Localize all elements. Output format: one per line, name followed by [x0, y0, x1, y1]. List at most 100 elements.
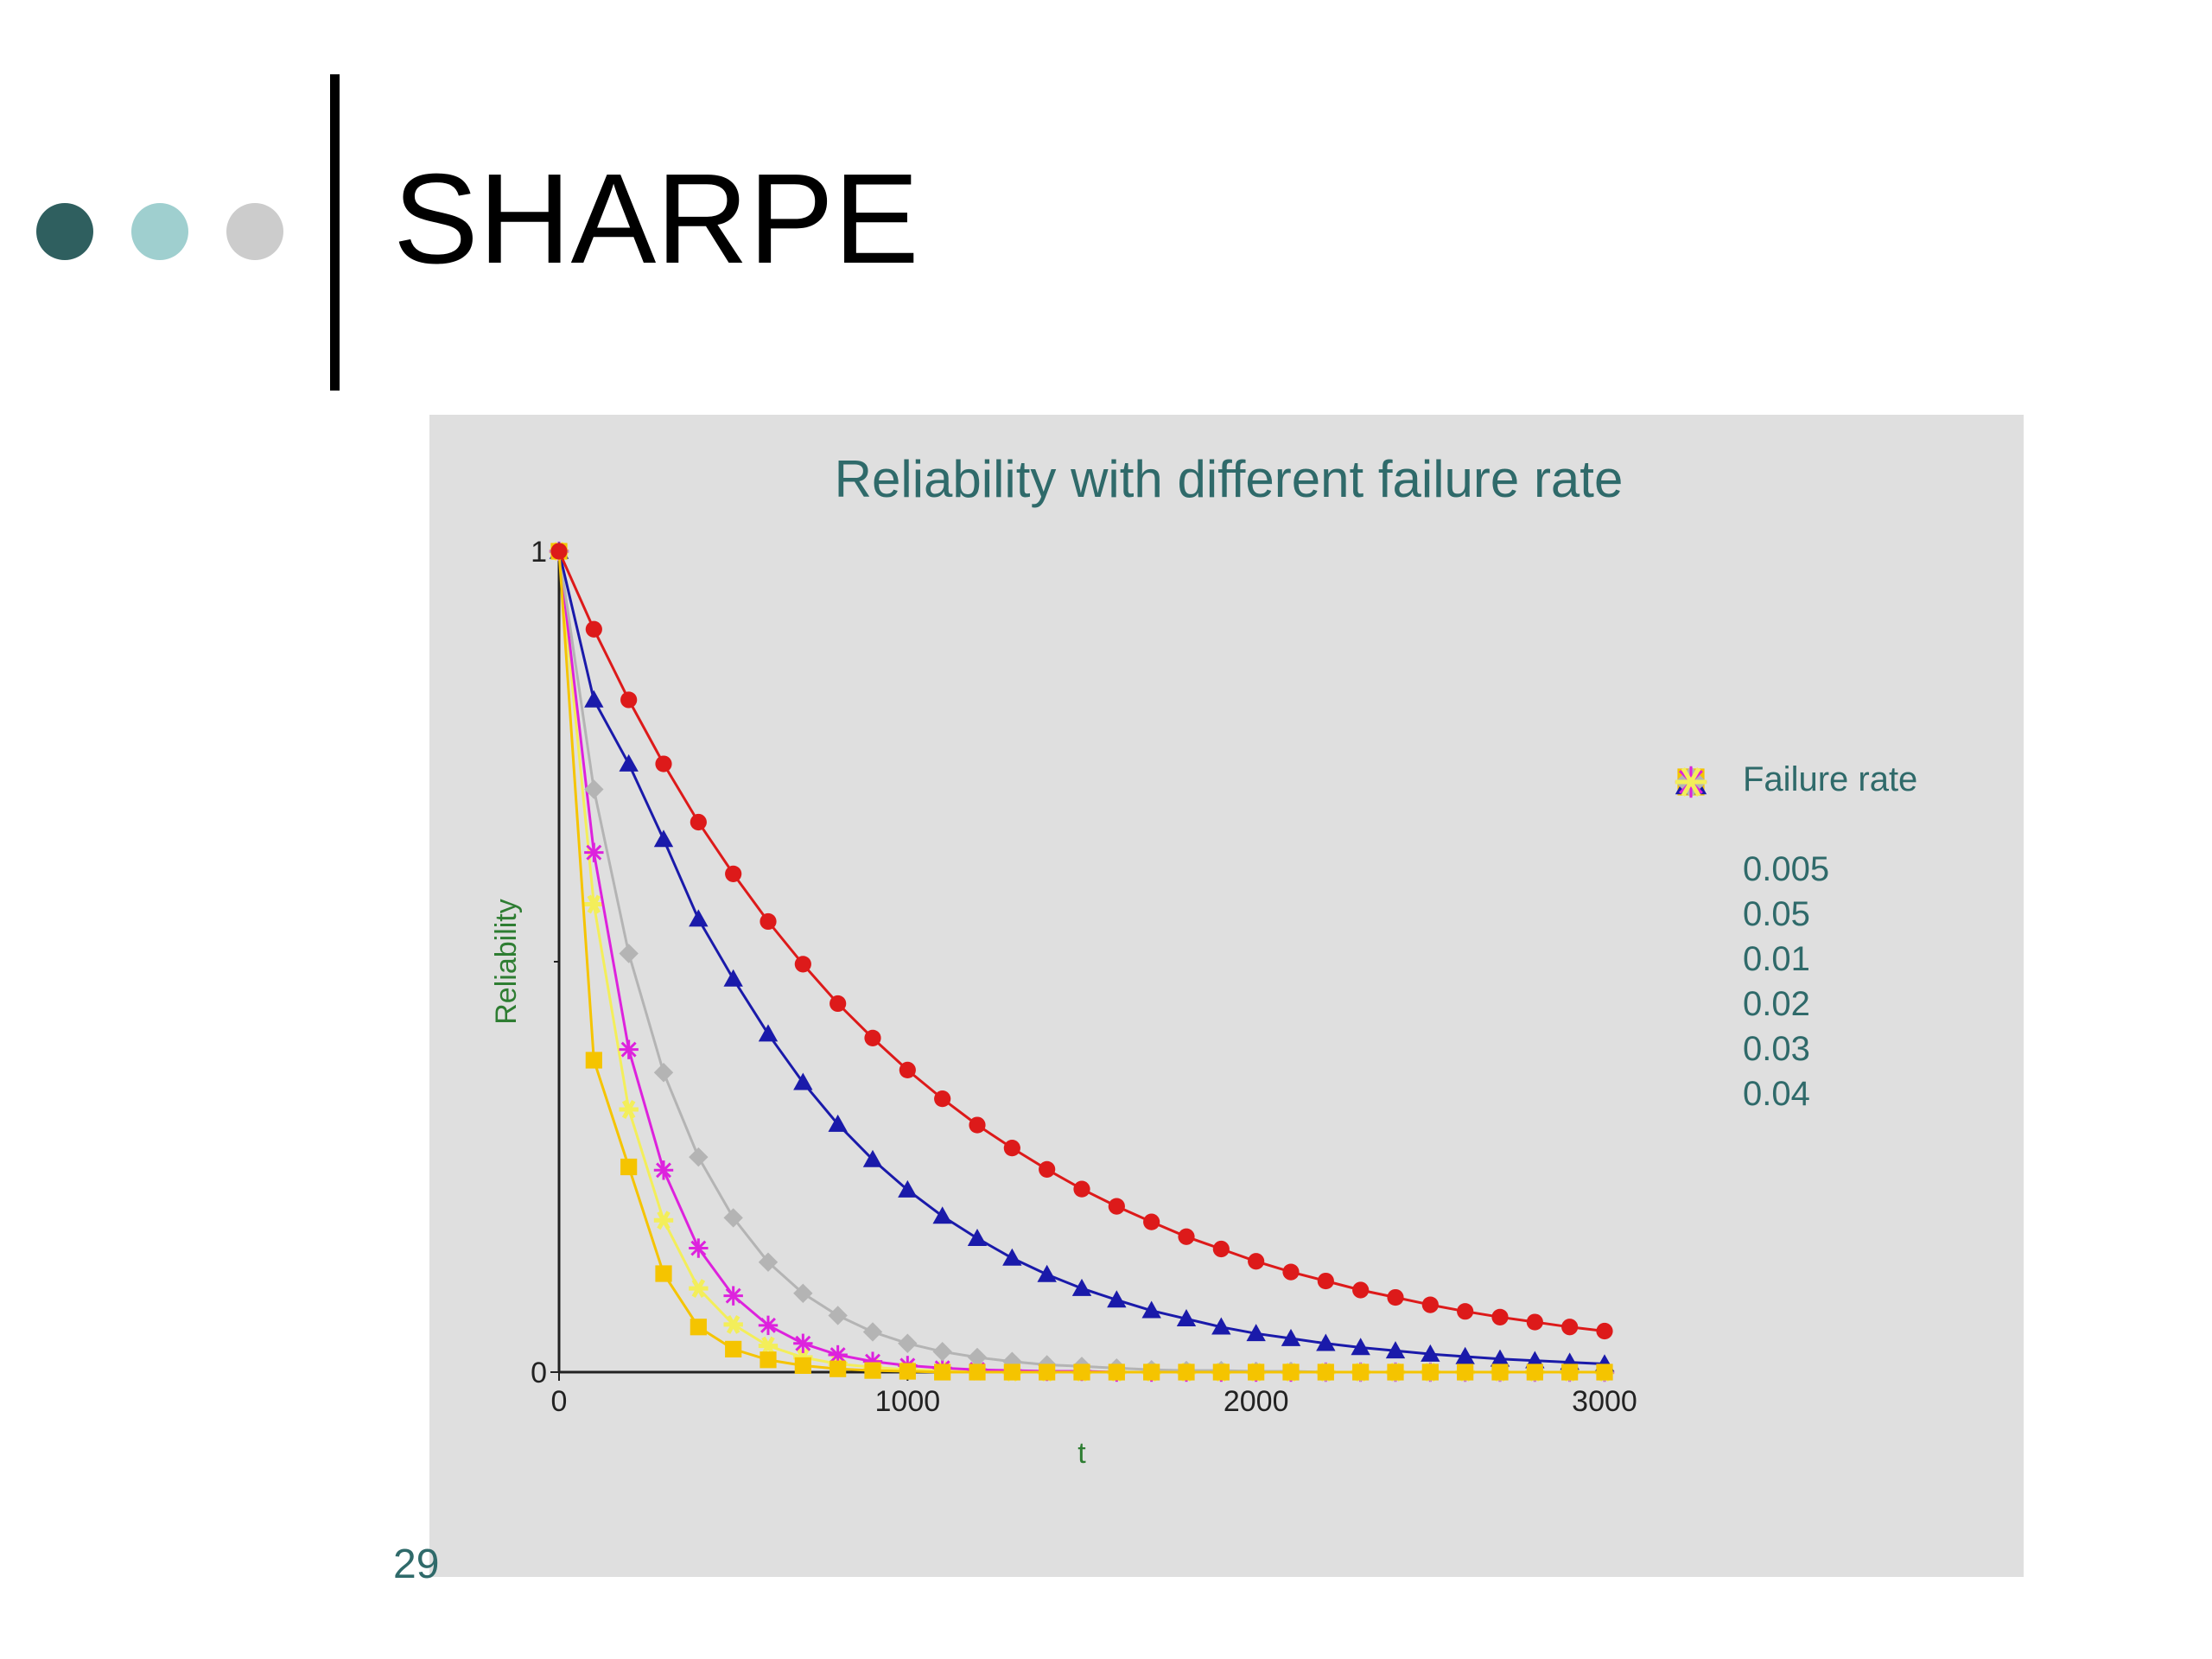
- data-point-0.01: [1107, 1290, 1127, 1308]
- data-point-0.01: [828, 1114, 848, 1132]
- data-point-0.01: [967, 1228, 988, 1246]
- x-tick-label: 1000: [875, 1385, 941, 1418]
- data-point-0.03-stroke: [690, 1240, 707, 1256]
- data-point-0.01: [1421, 1344, 1440, 1362]
- data-point-0.005: [1352, 1281, 1370, 1299]
- data-point-0.04: [723, 1314, 743, 1334]
- data-point-0.01: [793, 1072, 813, 1090]
- data-point-0.05: [725, 1340, 742, 1357]
- data-point-0.01: [898, 1179, 918, 1198]
- data-point-0.05: [934, 1363, 951, 1381]
- data-point-0.01: [1037, 1264, 1057, 1282]
- data-point-0.005: [620, 691, 638, 709]
- data-point-0.005: [1457, 1303, 1474, 1320]
- y-axis-label: Reliability: [490, 899, 523, 1025]
- legend-label: 0.04: [1743, 1074, 1810, 1113]
- chart-title: Reliability with different failure rate: [835, 450, 1624, 508]
- legend-label: 0.005: [1743, 849, 1830, 888]
- data-point-0.02: [932, 1342, 952, 1362]
- series-line-0.03: [557, 550, 1605, 1374]
- legend-item: 0.03: [1669, 766, 1963, 1071]
- data-point-0.01: [758, 1024, 779, 1042]
- series-line-0.04: [557, 550, 1605, 1374]
- data-point-0.005: [934, 1090, 951, 1108]
- data-point-0.05: [1212, 1363, 1230, 1381]
- data-point-0.01: [932, 1206, 952, 1224]
- data-point-0.05: [1352, 1363, 1370, 1381]
- data-point-0.005: [760, 912, 777, 931]
- data-point-0.05: [1561, 1363, 1579, 1381]
- data-point-0.03-stroke: [725, 1287, 741, 1304]
- x-axis-label: t: [1077, 1437, 1086, 1470]
- legend-item: 0.01: [1669, 766, 1963, 982]
- legend-items: 0.005 0.05 0.01 0.02 0.03 0.04: [1669, 766, 1963, 1116]
- data-point-0.01: [862, 1149, 883, 1167]
- data-point-0.05: [1039, 1363, 1056, 1381]
- data-point-0.05: [1457, 1363, 1474, 1381]
- chart-panel: Reliability with different failure rate 0…: [429, 415, 2024, 1577]
- slide-number: 29: [393, 1541, 440, 1587]
- series-line-0.02: [557, 550, 1605, 1374]
- y-tick-label: 0: [531, 1357, 547, 1389]
- legend-marker-star-icon: [1669, 766, 1721, 1116]
- data-point-0.01: [1351, 1338, 1370, 1356]
- data-point-0.05: [1003, 1363, 1020, 1381]
- data-point-0.04: [653, 1211, 674, 1230]
- data-point-0.005: [864, 1029, 881, 1046]
- data-point-0.05: [969, 1363, 986, 1381]
- data-point-0.04-stroke: [761, 1336, 775, 1356]
- legend-label: 0.05: [1743, 894, 1810, 933]
- data-point-0.01: [1490, 1349, 1510, 1367]
- data-point-0.03-stroke: [656, 1162, 671, 1179]
- data-point-0.01: [1211, 1317, 1231, 1335]
- data-point-0.05: [1387, 1363, 1404, 1381]
- data-point-0.02: [653, 1063, 674, 1083]
- title-divider: [330, 74, 340, 391]
- data-point-0.03: [653, 1160, 674, 1180]
- data-point-0.01: [619, 753, 639, 772]
- data-point-0.05: [1282, 1363, 1300, 1381]
- data-point-0.005: [1039, 1160, 1056, 1178]
- data-point-0.005: [550, 543, 568, 560]
- data-point-0.005: [1387, 1288, 1404, 1306]
- series-line-0.01: [557, 550, 1605, 1365]
- data-point-0.04-stroke: [726, 1314, 741, 1334]
- x-tick-label: 0: [551, 1385, 568, 1418]
- data-point-0.02: [758, 1252, 779, 1272]
- legend-symbol-stroke: [1681, 766, 1701, 798]
- data-point-0.04-stroke: [621, 1100, 636, 1119]
- data-point-0.005: [1491, 1308, 1509, 1325]
- data-point-0.02: [584, 779, 604, 799]
- data-point-0.01: [1176, 1309, 1197, 1327]
- data-point-0.02: [828, 1306, 848, 1325]
- data-point-0.05: [1317, 1363, 1334, 1381]
- data-point-0.05: [1526, 1363, 1543, 1381]
- data-point-0.02: [967, 1347, 988, 1368]
- data-point-0.05: [1143, 1363, 1160, 1381]
- data-point-0.005: [1143, 1213, 1160, 1230]
- data-point-0.03: [793, 1333, 813, 1353]
- legend-label: 0.02: [1743, 984, 1810, 1023]
- decorative-dot-grey: [226, 203, 283, 260]
- legend-marker-triangle-icon: [1669, 766, 1721, 982]
- data-point-0.005: [1317, 1272, 1334, 1290]
- chart-svg: Reliability with different failure rate 0…: [490, 450, 1637, 1470]
- data-point-0.03: [689, 1238, 709, 1258]
- series-line-0.05: [557, 550, 1605, 1374]
- legend-label: 0.01: [1743, 939, 1810, 978]
- slide-title: SHARPE: [393, 148, 919, 290]
- data-point-0.05: [794, 1357, 811, 1374]
- data-point-0.05: [830, 1360, 847, 1377]
- data-point-0.02: [898, 1333, 918, 1353]
- data-point-0.01: [1246, 1324, 1266, 1342]
- data-point-0.04: [758, 1336, 779, 1356]
- data-point-0.01: [1071, 1278, 1092, 1296]
- legend-item: 0.05: [1669, 768, 1963, 937]
- data-point-0.005: [1596, 1322, 1613, 1340]
- data-point-0.005: [899, 1061, 916, 1078]
- data-point-0.005: [1561, 1319, 1579, 1336]
- data-point-0.05: [1596, 1363, 1613, 1381]
- legend-item: 0.02: [1669, 766, 1963, 1027]
- data-point-0.005: [655, 755, 672, 772]
- data-point-0.005: [725, 865, 742, 882]
